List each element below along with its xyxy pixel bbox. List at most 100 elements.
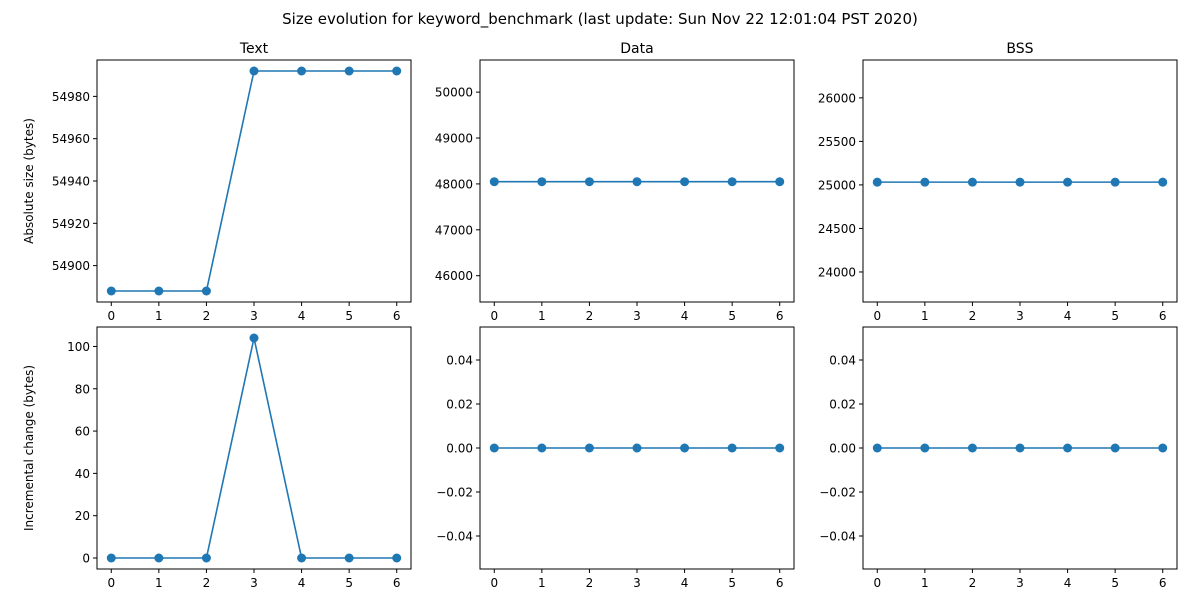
x-tick-label: 2 <box>203 576 211 590</box>
data-point <box>1015 443 1025 453</box>
data-point <box>1110 443 1120 453</box>
data-point <box>920 443 930 453</box>
x-tick-label: 2 <box>586 576 594 590</box>
data-point <box>297 66 307 76</box>
y-tick-label: −0.04 <box>819 530 856 544</box>
x-tick-label: 6 <box>776 576 784 590</box>
y-tick-label: 60 <box>75 425 90 439</box>
x-tick-label: 4 <box>298 576 306 590</box>
y-tick-label: 24500 <box>818 222 856 236</box>
data-point <box>1158 177 1168 187</box>
data-point <box>201 553 211 563</box>
x-tick-label: 5 <box>1111 576 1119 590</box>
subplot-6: 0 1 2 3 4 5 6 −0.04 −0.02 0.00 0.02 0.04 <box>819 326 1178 590</box>
y-tick-label: 20 <box>75 509 90 523</box>
data-point <box>1063 443 1073 453</box>
figure-suptitle: Size evolution for keyword_benchmark (la… <box>282 10 918 29</box>
y-tick-label: 0.02 <box>829 398 856 412</box>
x-tick-label: 0 <box>490 309 498 323</box>
y-tick-label: 26000 <box>818 91 856 105</box>
y-tick-label: 48000 <box>435 177 473 191</box>
series-line <box>111 70 397 292</box>
y-tick-label: 50000 <box>435 86 473 100</box>
axes-frame <box>862 59 1178 303</box>
y-tick-label: 40 <box>75 467 90 481</box>
x-tick-label: 3 <box>250 576 258 590</box>
x-tick-label: 3 <box>633 576 641 590</box>
data-point <box>537 177 547 187</box>
x-tick-label: 5 <box>345 576 353 590</box>
subplot-5: 0 1 2 3 4 5 6 −0.04 −0.02 0.00 0.02 0.04 <box>436 326 795 590</box>
data-point <box>584 177 594 187</box>
subplot-title: Data <box>620 41 653 57</box>
subplot-title: BSS <box>1006 41 1033 57</box>
data-point <box>584 443 594 453</box>
data-point <box>680 443 690 453</box>
y-tick-label: 54940 <box>52 175 90 189</box>
x-tick-label: 4 <box>1064 576 1072 590</box>
axes-frame <box>479 326 795 570</box>
x-tick-label: 4 <box>1064 309 1072 323</box>
data-point <box>106 553 116 563</box>
x-tick-label: 6 <box>776 309 784 323</box>
data-point <box>154 553 164 563</box>
subplot-title: Text <box>239 41 269 57</box>
data-point <box>632 177 642 187</box>
y-tick-label: 0.00 <box>446 442 473 456</box>
data-point <box>489 443 499 453</box>
x-tick-label: 4 <box>298 309 306 323</box>
x-tick-label: 1 <box>921 309 929 323</box>
y-axis-label: Absolute size (bytes) <box>22 118 36 244</box>
data-point <box>632 443 642 453</box>
data-point <box>392 553 402 563</box>
data-point <box>249 66 259 76</box>
subplot-3: 0 1 2 3 4 5 6 24000 24500 25000 25500 26000 BSS <box>818 41 1178 323</box>
data-point <box>775 443 785 453</box>
subplot-1: 0 1 2 3 4 5 6 54900 54920 54940 54960 54980 Text Abso… <box>22 41 412 323</box>
data-point <box>727 443 737 453</box>
data-point <box>727 177 737 187</box>
data-point <box>154 286 164 296</box>
x-tick-label: 2 <box>586 309 594 323</box>
data-point <box>344 66 354 76</box>
y-tick-label: 25000 <box>818 178 856 192</box>
x-tick-label: 6 <box>393 576 401 590</box>
data-point <box>344 553 354 563</box>
y-tick-label: 54920 <box>52 217 90 231</box>
x-tick-label: 1 <box>538 309 546 323</box>
y-tick-label: 47000 <box>435 223 473 237</box>
x-tick-label: 4 <box>681 309 689 323</box>
data-point <box>1110 177 1120 187</box>
y-tick-label: −0.04 <box>436 530 473 544</box>
x-tick-label: 1 <box>155 309 163 323</box>
y-tick-label: 0.04 <box>446 354 473 368</box>
y-tick-label: 0.02 <box>446 398 473 412</box>
data-point <box>1015 177 1025 187</box>
y-tick-label: 46000 <box>435 269 473 283</box>
x-tick-label: 3 <box>250 309 258 323</box>
y-tick-label: −0.02 <box>819 486 856 500</box>
y-tick-label: 0 <box>82 552 90 566</box>
x-tick-label: 6 <box>393 309 401 323</box>
y-tick-label: 49000 <box>435 132 473 146</box>
series-line <box>111 337 397 559</box>
x-tick-label: 5 <box>345 309 353 323</box>
x-tick-label: 1 <box>155 576 163 590</box>
data-point <box>967 443 977 453</box>
data-point <box>201 286 211 296</box>
data-point <box>106 286 116 296</box>
x-tick-label: 5 <box>1111 309 1119 323</box>
x-tick-label: 5 <box>728 309 736 323</box>
data-point <box>680 177 690 187</box>
x-tick-label: 0 <box>873 309 881 323</box>
y-tick-label: 100 <box>67 340 90 354</box>
y-tick-label: −0.02 <box>436 486 473 500</box>
axes-frame <box>479 59 795 303</box>
y-tick-label: 80 <box>75 382 90 396</box>
x-tick-label: 0 <box>107 309 115 323</box>
x-tick-label: 2 <box>203 309 211 323</box>
x-tick-label: 6 <box>1159 576 1167 590</box>
x-tick-label: 2 <box>969 309 977 323</box>
y-tick-label: 54960 <box>52 132 90 146</box>
y-tick-label: 24000 <box>818 265 856 279</box>
